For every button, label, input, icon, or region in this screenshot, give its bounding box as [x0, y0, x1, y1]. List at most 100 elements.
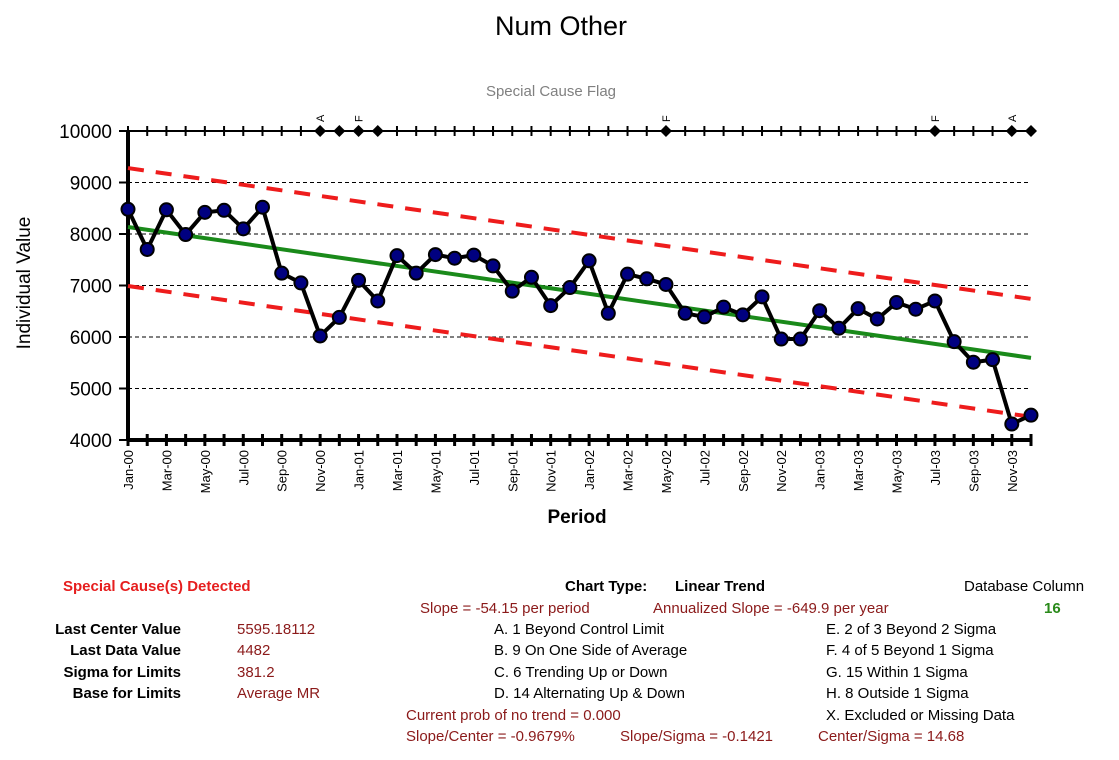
- flag-marker: [371, 125, 384, 137]
- x-tick-label: Sep-03: [966, 450, 981, 492]
- data-point: [543, 298, 559, 314]
- y-tick-label: 6000: [70, 328, 112, 349]
- control-chart: Num Other Special Cause Flag Individual …: [14, 11, 1039, 528]
- data-point: [408, 265, 424, 281]
- rule-b: B. 9 On One Side of Average: [494, 642, 688, 659]
- slope-text: Slope = -54.15 per period: [420, 600, 590, 617]
- x-tick-label: Jan-02: [582, 450, 597, 490]
- data-point: [620, 266, 636, 282]
- x-tick-label: Mar-00: [159, 450, 174, 491]
- lower-control-limit: [127, 284, 1032, 419]
- x-tick-label: Jan-03: [813, 450, 828, 490]
- data-point: [754, 289, 770, 305]
- data-point: [1023, 407, 1039, 423]
- data-point: [466, 247, 482, 263]
- x-tick-label: Nov-02: [774, 450, 789, 492]
- x-axis-label: Period: [547, 507, 606, 528]
- x-tick-label: Sep-01: [505, 450, 520, 492]
- data-point: [716, 299, 732, 315]
- flag-label: A: [315, 114, 327, 122]
- x-tick-label: Jul-01: [467, 450, 482, 485]
- data-point: [331, 309, 347, 325]
- data-point: [985, 352, 1001, 368]
- data-point: [485, 258, 501, 274]
- data-point: [831, 320, 847, 336]
- data-point: [965, 354, 981, 370]
- x-tick-label: Jul-00: [236, 450, 251, 485]
- stat-value-sigma: 381.2: [237, 664, 275, 681]
- data-point: [178, 227, 194, 243]
- flag-marker: [1025, 125, 1037, 137]
- y-tick-label: 9000: [70, 174, 112, 195]
- flag-label: F: [354, 115, 366, 122]
- x-tick-label: Jul-03: [928, 450, 943, 485]
- data-point: [927, 293, 943, 309]
- data-point: [120, 201, 136, 217]
- data-point: [235, 221, 251, 237]
- data-point: [427, 247, 443, 263]
- flag-marker: [659, 125, 672, 137]
- data-point: [639, 271, 655, 287]
- stat-value-last-data: 4482: [237, 642, 271, 659]
- data-point: [850, 301, 866, 317]
- x-tick-label: May-01: [428, 450, 443, 493]
- stat-label-sigma: Sigma for Limits: [63, 664, 181, 681]
- x-tick-label: Sep-02: [736, 450, 751, 492]
- data-point: [523, 269, 539, 285]
- rule-a: A. 1 Beyond Control Limit: [494, 621, 665, 638]
- stat-label-last-center: Last Center Value: [55, 621, 181, 638]
- data-point: [562, 280, 578, 296]
- data-point: [773, 331, 789, 347]
- data-line: [126, 205, 1032, 427]
- data-point: [254, 199, 270, 215]
- data-point: [351, 272, 367, 288]
- slope-center: Slope/Center = -0.9679%: [406, 728, 575, 745]
- flag-marker: [928, 125, 941, 137]
- axes: [126, 126, 1033, 446]
- data-point: [197, 204, 213, 220]
- data-point: [370, 293, 386, 309]
- rule-f: F. 4 of 5 Beyond 1 Sigma: [826, 642, 994, 659]
- upper-control-limit: [127, 166, 1032, 301]
- rule-c: C. 6 Trending Up or Down: [494, 664, 668, 681]
- data-point: [946, 334, 962, 350]
- stat-value-base: Average MR: [237, 685, 321, 702]
- data-point: [504, 283, 520, 299]
- data-point: [869, 311, 885, 327]
- data-point: [312, 328, 328, 344]
- flag-label: F: [661, 115, 673, 122]
- data-point: [216, 202, 232, 218]
- data-point: [735, 307, 751, 323]
- rule-g: G. 15 Within 1 Sigma: [826, 664, 968, 681]
- x-tick-label: Mar-02: [621, 450, 636, 491]
- rule-h: H. 8 Outside 1 Sigma: [826, 685, 969, 702]
- limit-lines: [127, 166, 1032, 419]
- flag-marker: [333, 125, 346, 137]
- y-axis-label: Individual Value: [14, 217, 35, 350]
- special-cause-detected: Special Cause(s) Detected: [63, 578, 251, 595]
- prob-no-trend: Current prob of no trend = 0.000: [406, 707, 621, 724]
- database-column-label: Database Column: [964, 578, 1085, 595]
- x-tick-label: May-02: [659, 450, 674, 493]
- chart-subtitle: Special Cause Flag: [486, 83, 616, 100]
- data-point: [677, 305, 693, 321]
- stat-label-base: Base for Limits: [72, 685, 181, 702]
- rule-d: D. 14 Alternating Up & Down: [494, 685, 685, 702]
- x-tick-label: Nov-00: [313, 450, 328, 492]
- x-tick-label: Sep-00: [275, 450, 290, 492]
- database-column-value: 16: [1044, 600, 1061, 617]
- chart-type-value: Linear Trend: [675, 578, 766, 595]
- data-point: [696, 309, 712, 325]
- center-sigma: Center/Sigma = 14.68: [818, 728, 965, 745]
- center-line: [127, 225, 1032, 360]
- stat-value-last-center: 5595.18112: [237, 621, 316, 638]
- x-tick-label: May-00: [198, 450, 213, 493]
- data-point: [812, 303, 828, 319]
- chart-type-label: Chart Type:: [565, 578, 648, 595]
- flag-marker: [352, 125, 365, 137]
- flag-label: F: [930, 115, 942, 122]
- data-point: [908, 301, 924, 317]
- data-point: [158, 202, 174, 218]
- stat-label-last-data: Last Data Value: [70, 642, 181, 659]
- data-point: [274, 265, 290, 281]
